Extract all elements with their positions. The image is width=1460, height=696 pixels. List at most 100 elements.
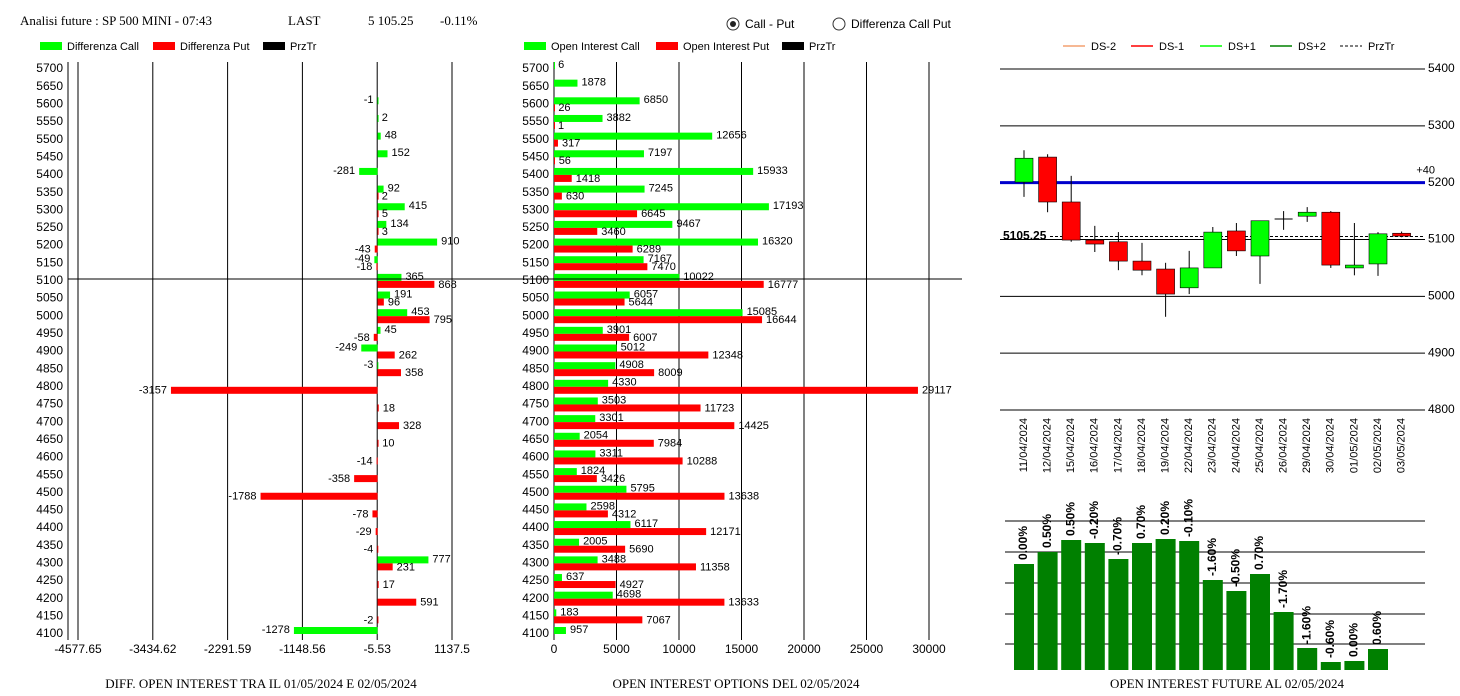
bar-label: 0.70%	[1134, 505, 1148, 539]
x-tick-label: 26/04/2024	[1278, 418, 1290, 473]
bar	[554, 450, 596, 458]
radio-label[interactable]: Call - Put	[745, 17, 795, 31]
bar	[554, 521, 631, 529]
bar	[554, 309, 743, 317]
legend-swatch	[782, 42, 804, 50]
value-label: 15085	[747, 306, 778, 318]
bar	[554, 121, 555, 129]
radio-label[interactable]: Differenza Call Put	[851, 17, 951, 31]
value-label: 2598	[590, 500, 614, 512]
last-change: -0.11%	[440, 13, 478, 28]
y-tick-label: 4200	[36, 591, 63, 605]
bar	[554, 256, 644, 264]
bar	[554, 245, 633, 253]
y-tick-label: 5100	[522, 273, 549, 287]
value-label: 2	[382, 191, 388, 203]
y-tick-label: 4500	[522, 485, 549, 499]
value-label: -14	[357, 455, 373, 467]
bar-label: -0.50%	[1229, 549, 1243, 587]
value-label: 7167	[648, 253, 672, 265]
bar	[361, 344, 378, 352]
x-tick-label: -1148.56	[279, 642, 326, 656]
bar-label: 0.00%	[1347, 623, 1361, 657]
value-label: 45	[385, 324, 397, 336]
value-label: -2	[364, 614, 374, 626]
bar	[554, 344, 617, 352]
y-tick-label: 4900	[36, 344, 63, 358]
bar	[260, 492, 378, 500]
y-tick-label: 5700	[36, 61, 63, 75]
x-tick-label: 15000	[725, 642, 759, 656]
candle-body	[1203, 231, 1223, 269]
bar	[354, 475, 378, 483]
value-label: 12171	[710, 526, 741, 538]
y-tick-label: 4250	[36, 573, 63, 587]
value-label: 6007	[633, 332, 657, 344]
bar	[374, 256, 378, 264]
bar	[377, 422, 400, 430]
y-tick-label: 4750	[522, 397, 549, 411]
value-label: 12656	[716, 130, 747, 142]
value-label: 9467	[676, 218, 700, 230]
bar	[1179, 541, 1200, 670]
y-tick-label: 5000	[522, 308, 549, 322]
radio-option[interactable]: Call - Put	[726, 17, 795, 31]
bar	[1132, 543, 1152, 670]
bar	[376, 263, 378, 271]
bar	[1202, 580, 1223, 670]
candle-body	[1297, 211, 1317, 217]
bar	[554, 273, 680, 281]
value-label: 1418	[576, 173, 600, 185]
bar-label: -0.20%	[1087, 501, 1101, 539]
legend-label: PrzTr	[290, 41, 317, 53]
y-tick-label: 4650	[522, 432, 549, 446]
value-label: -29	[356, 526, 372, 538]
value-label: 910	[441, 235, 459, 247]
bar	[554, 492, 725, 500]
value-label: 6117	[634, 518, 658, 530]
bar	[374, 245, 378, 253]
value-label: 1	[558, 120, 564, 132]
bar	[554, 238, 758, 246]
y-tick-label: 5350	[36, 185, 63, 199]
candle-body	[1179, 267, 1199, 289]
y-tick-label: 5200	[1428, 175, 1455, 189]
candle-body	[1250, 220, 1270, 257]
y-tick-label: 5450	[522, 149, 549, 163]
bar	[1320, 662, 1341, 670]
value-label: 48	[385, 130, 397, 142]
radio-circle[interactable]	[832, 17, 846, 31]
value-label: 5795	[630, 483, 654, 495]
radio-option[interactable]: Differenza Call Put	[832, 17, 951, 31]
legend-label: PrzTr	[1368, 41, 1395, 53]
bar	[554, 157, 555, 165]
bar	[554, 397, 598, 405]
value-label: 96	[388, 296, 400, 308]
bar	[377, 404, 379, 412]
value-label: -78	[353, 508, 369, 520]
value-label: 5012	[621, 341, 645, 353]
y-tick-label: 4950	[36, 326, 63, 340]
value-label: 317	[562, 138, 580, 150]
bar	[554, 326, 603, 334]
value-label: 4312	[612, 508, 636, 520]
y-tick-label: 4500	[36, 485, 63, 499]
bar	[554, 104, 555, 112]
bar	[377, 150, 388, 158]
bar	[377, 192, 379, 200]
bar	[554, 404, 701, 412]
value-label: 6289	[637, 243, 661, 255]
y-tick-label: 4450	[36, 503, 63, 517]
bar	[373, 333, 378, 341]
bar	[377, 97, 379, 105]
value-label: 17	[383, 579, 395, 591]
x-tick-label: 25/04/2024	[1254, 418, 1266, 473]
x-tick-label: 0	[551, 642, 558, 656]
value-label: 12348	[712, 349, 743, 361]
value-label: 4698	[617, 589, 641, 601]
bar	[377, 114, 379, 122]
value-label: 6	[558, 59, 564, 71]
header-title: Analisi future : SP 500 MINI - 07:43	[20, 13, 212, 28]
y-tick-label: 5500	[522, 132, 549, 146]
